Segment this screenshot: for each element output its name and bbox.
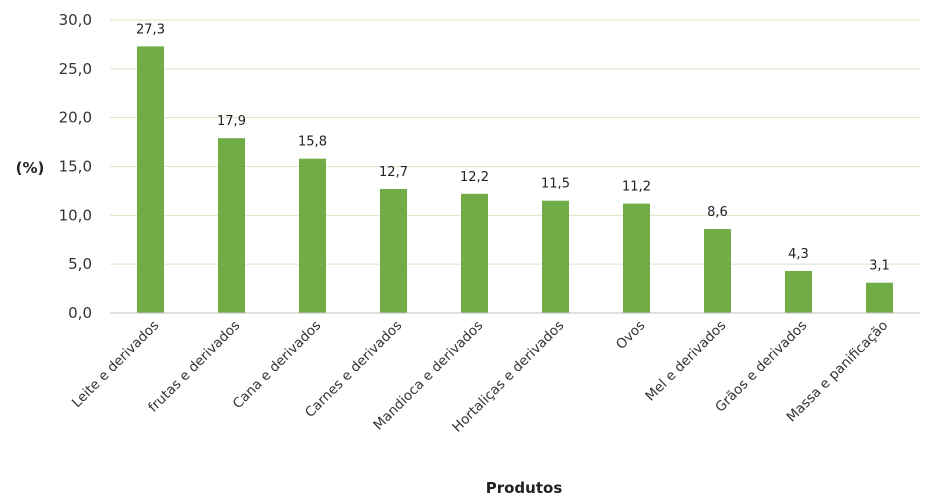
bar [461, 193, 488, 313]
bar [380, 188, 407, 313]
y-tick-label: 20,0 [59, 109, 92, 127]
bar-value-label: 27,3 [136, 22, 165, 37]
data-labels: 27,3 17,9 15,8 12,7 12,2 11,5 11,2 8,6 4,3 3,1 [136, 22, 890, 273]
x-axis-title: Produtos [486, 479, 563, 497]
bar [137, 46, 164, 314]
bar [623, 203, 650, 313]
bar [218, 138, 245, 313]
x-category-label: Mel e derivados [642, 318, 729, 405]
y-tick-label: 5,0 [68, 255, 92, 273]
bar [542, 200, 569, 313]
bar-value-label: 12,2 [460, 170, 489, 185]
bar-value-label: 11,5 [541, 177, 570, 192]
bar-value-label: 15,8 [298, 135, 327, 150]
y-tick-label: 30,0 [59, 11, 92, 29]
bar [866, 282, 893, 313]
bar [785, 271, 812, 313]
y-tick-label: 0,0 [68, 304, 92, 322]
y-axis-title: (%) [16, 159, 45, 177]
bar-value-label: 3,1 [869, 259, 890, 274]
bar-value-label: 11,2 [622, 180, 651, 195]
bar [299, 158, 326, 313]
bar-value-label: 17,9 [217, 114, 246, 129]
bar-value-label: 12,7 [379, 165, 408, 180]
x-category-label: Cana e derivados [230, 318, 325, 413]
bar-value-label: 8,6 [707, 205, 728, 220]
x-category-label: Ovos [613, 318, 648, 353]
x-category-label: Leite e derivados [69, 318, 162, 411]
bars [137, 46, 893, 314]
y-tick-label: 25,0 [59, 60, 92, 78]
bar [704, 229, 731, 313]
bar-value-label: 4,3 [788, 247, 809, 262]
y-axis-ticks: 0,0 5,0 10,0 15,0 20,0 25,0 30,0 [59, 11, 92, 322]
y-tick-label: 10,0 [59, 206, 92, 224]
y-tick-label: 15,0 [59, 158, 92, 176]
